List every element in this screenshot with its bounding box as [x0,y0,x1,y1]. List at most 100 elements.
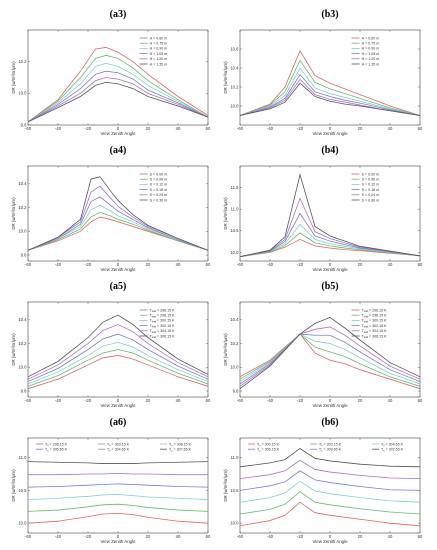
legend-entry: S = 0.30 m [362,198,379,202]
series-line-5 [27,77,209,123]
x-tick-label: 60 [206,534,211,539]
series-line-1 [239,50,421,116]
legend-entry: S = 0.00 m [362,172,379,176]
series-line-4 [27,483,209,488]
series-line-4 [27,70,209,123]
x-tick-label: 0 [117,262,120,267]
legend-entry: Ts = 306.15 K [257,448,280,453]
series-line-4 [239,333,421,385]
x-tick-label: -20 [297,534,304,539]
legend-entry: Tleaf = 300.15 K [150,319,175,324]
x-tick-label: -20 [85,262,92,267]
x-tick-label: 40 [176,126,181,131]
legend-entry: Ts = 307.65 K [381,448,404,453]
series-line-5 [28,472,208,476]
series-line-2 [239,491,421,515]
series-line-5 [27,324,209,380]
y-tick-label: 10.0 [230,365,239,370]
x-tick-label: 0 [329,534,332,539]
series-line-4 [239,470,421,491]
x-tick-label: 60 [418,398,423,403]
y-tick-label: 9.8 [21,388,27,393]
legend-entry: Ts = 303.15 K [107,442,130,447]
y-tick-label: 10.2 [18,341,27,346]
x-tick-label: -60 [25,126,32,131]
series-line-2 [239,59,421,116]
x-tick-label: -40 [267,398,274,403]
series-line-3 [239,333,421,385]
series-line-1 [239,238,421,258]
series-line-2 [27,503,209,512]
legend-entry: H = 1.20 m [362,57,380,61]
y-axis-label: DR (w/m²/sr/μm) [11,197,16,230]
x-tick-label: 20 [358,534,363,539]
legend-entry: S = 0.06 m [362,178,379,182]
legend-entry: S = 0.24 m [362,193,379,197]
x-tick-label: 0 [117,534,120,539]
series-line-4 [239,212,421,258]
x-tick-label: -40 [267,534,274,539]
y-tick-label: 10.0 [230,521,239,526]
x-tick-label: -60 [237,126,244,131]
x-tick-label: -60 [237,262,244,267]
series-line-3 [27,493,209,500]
series-line-5 [239,78,421,116]
y-tick-label: 11.5 [231,185,240,190]
series-line-6 [239,447,421,468]
y-axis-label: DR (w/m²/sr/μm) [11,469,16,502]
panel-b3: (b3) -60 -40 -20 0 20 40 60 10.0 10.2 10.4 10.6 View… [223,9,423,136]
series-line-1 [27,47,209,123]
legend-entry: H = 0.75 m [362,42,380,46]
legend-entry: Ts = 304.65 K [381,442,404,447]
x-tick-label: -20 [297,262,304,267]
y-tick-label: 10.5 [18,488,27,493]
legend-entry: S = 0.18 m [362,188,379,192]
plot-frame [27,165,209,262]
x-tick-label: 40 [176,534,181,539]
legend-entry: Tleaf = 298.15 K [150,314,175,319]
legend-entry: H = 1.05 m [362,52,380,56]
legend-entry: H = 0.60 m [150,36,168,40]
y-tick-label: 10.0 [18,521,27,526]
legend-entry: Tleaf = 304.15 K [362,329,387,334]
series-line-6 [27,176,209,251]
legend-entry: Ts = 304.65 K [107,448,130,453]
series-line-5 [239,197,421,258]
panel-a5: (a5) -60 -40 -20 0 20 40 60 9.8 10.0 10.2 10.4 View … [11,281,211,408]
x-tick-label: 20 [146,398,151,403]
x-tick-label: -40 [267,262,274,267]
legend-entry: H = 1.05 m [150,52,168,56]
y-axis-label: DR (w/m²/sr/μm) [223,61,228,94]
y-tick-label: 10.0 [230,250,239,255]
x-tick-label: 40 [176,262,181,267]
x-axis-label: View Zenith Angle [100,403,136,408]
x-tick-label: -60 [25,398,32,403]
y-tick-label: 9.8 [21,252,27,257]
legend-entry: H = 1.35 m [362,62,380,66]
legend-entry: H = 1.35 m [150,62,168,66]
x-axis-label: View Zenith Angle [312,267,348,272]
y-tick-label: 10.6 [230,46,239,51]
legend-entry: Tleaf = 300.15 K [362,319,387,324]
legend-entry: H = 0.90 m [362,47,380,51]
legend-entry: Ts = 300.15 K [257,442,280,447]
series-line-5 [27,185,209,251]
legend-entry: Tleaf = 306.15 K [150,334,175,339]
legend-entry: Tleaf = 296.15 K [362,308,387,313]
legend-entry: S = 0.24 m [150,193,167,197]
y-tick-label: 10.4 [18,181,27,186]
y-tick-label: 10.2 [18,205,27,210]
x-axis-label: View Zenith Angle [312,539,348,544]
y-tick-label: 10.2 [230,341,239,346]
x-tick-label: -40 [267,126,274,131]
legend-entry: Tleaf = 302.15 K [150,324,175,329]
series-line-6 [27,314,209,378]
y-tick-label: 10.5 [230,228,239,233]
legend-entry: S = 0.30 m [150,198,167,202]
x-tick-label: 60 [206,262,211,267]
y-tick-label: 9.8 [233,388,239,393]
x-tick-label: -40 [55,126,62,131]
x-tick-label: -20 [297,126,304,131]
panel-a3: (a3) -60 -40 -20 0 20 40 60 9.8 10.0 10.2 View Zeni… [11,9,211,136]
